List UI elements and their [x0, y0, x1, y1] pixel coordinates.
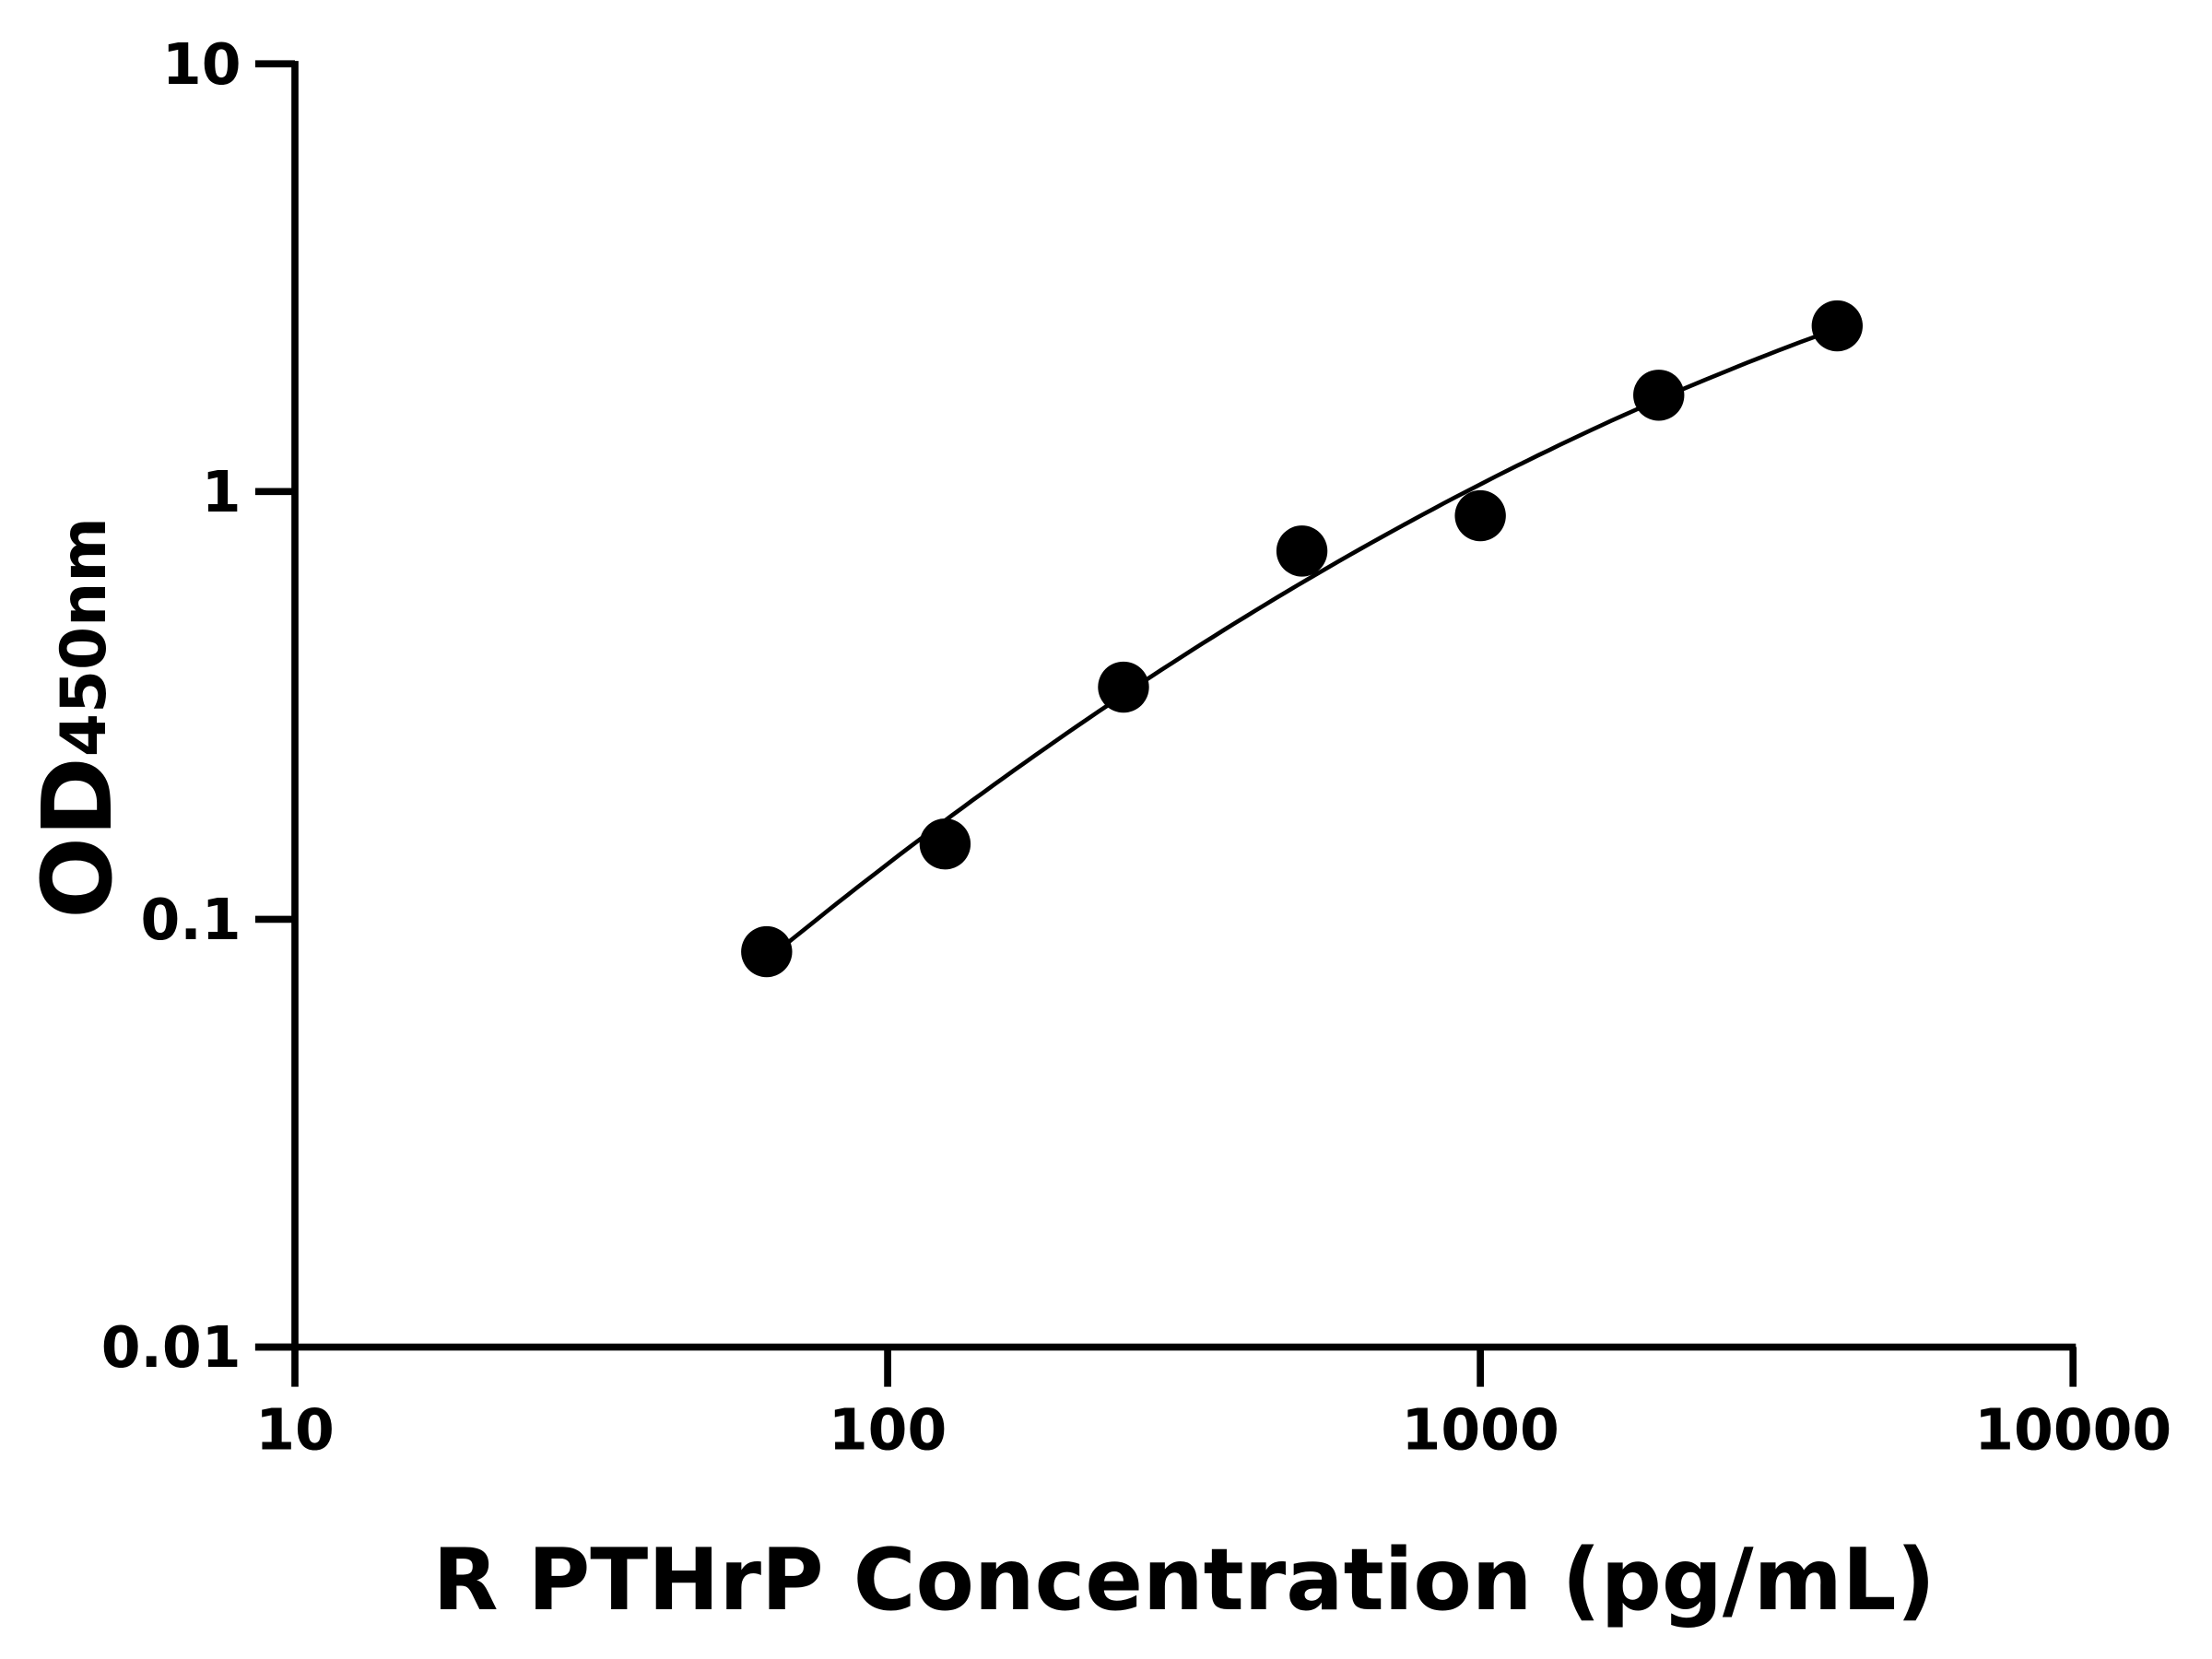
y-tick-label: 0.1: [141, 887, 241, 953]
y-tick-label: 1: [202, 459, 241, 525]
axes: [254, 61, 2077, 1351]
x-tick-label: 100: [829, 1396, 947, 1463]
x-tick-label: 1000: [1402, 1396, 1559, 1463]
svg-text:OD450nm: OD450nm: [21, 517, 134, 919]
data-point: [741, 925, 793, 978]
data-point: [919, 818, 971, 870]
y-tick-label: 0.01: [101, 1314, 241, 1381]
x-tick-label: 10: [255, 1396, 335, 1463]
x-axis-label: R PTHrP Concentration (pg/mL): [432, 1530, 1935, 1630]
y-axis-label: OD450nm: [21, 517, 134, 919]
data-point: [1811, 300, 1864, 352]
x-tick-label: 10000: [1974, 1396, 2171, 1463]
data-point: [1454, 489, 1506, 542]
y-axis-label-sub: 450nm: [47, 517, 120, 757]
data-point: [1633, 370, 1685, 421]
data-point: [1098, 661, 1149, 713]
y-axis-label-main: OD: [21, 757, 134, 919]
y-tick-label: 10: [162, 31, 241, 98]
data-point: [1276, 525, 1328, 577]
